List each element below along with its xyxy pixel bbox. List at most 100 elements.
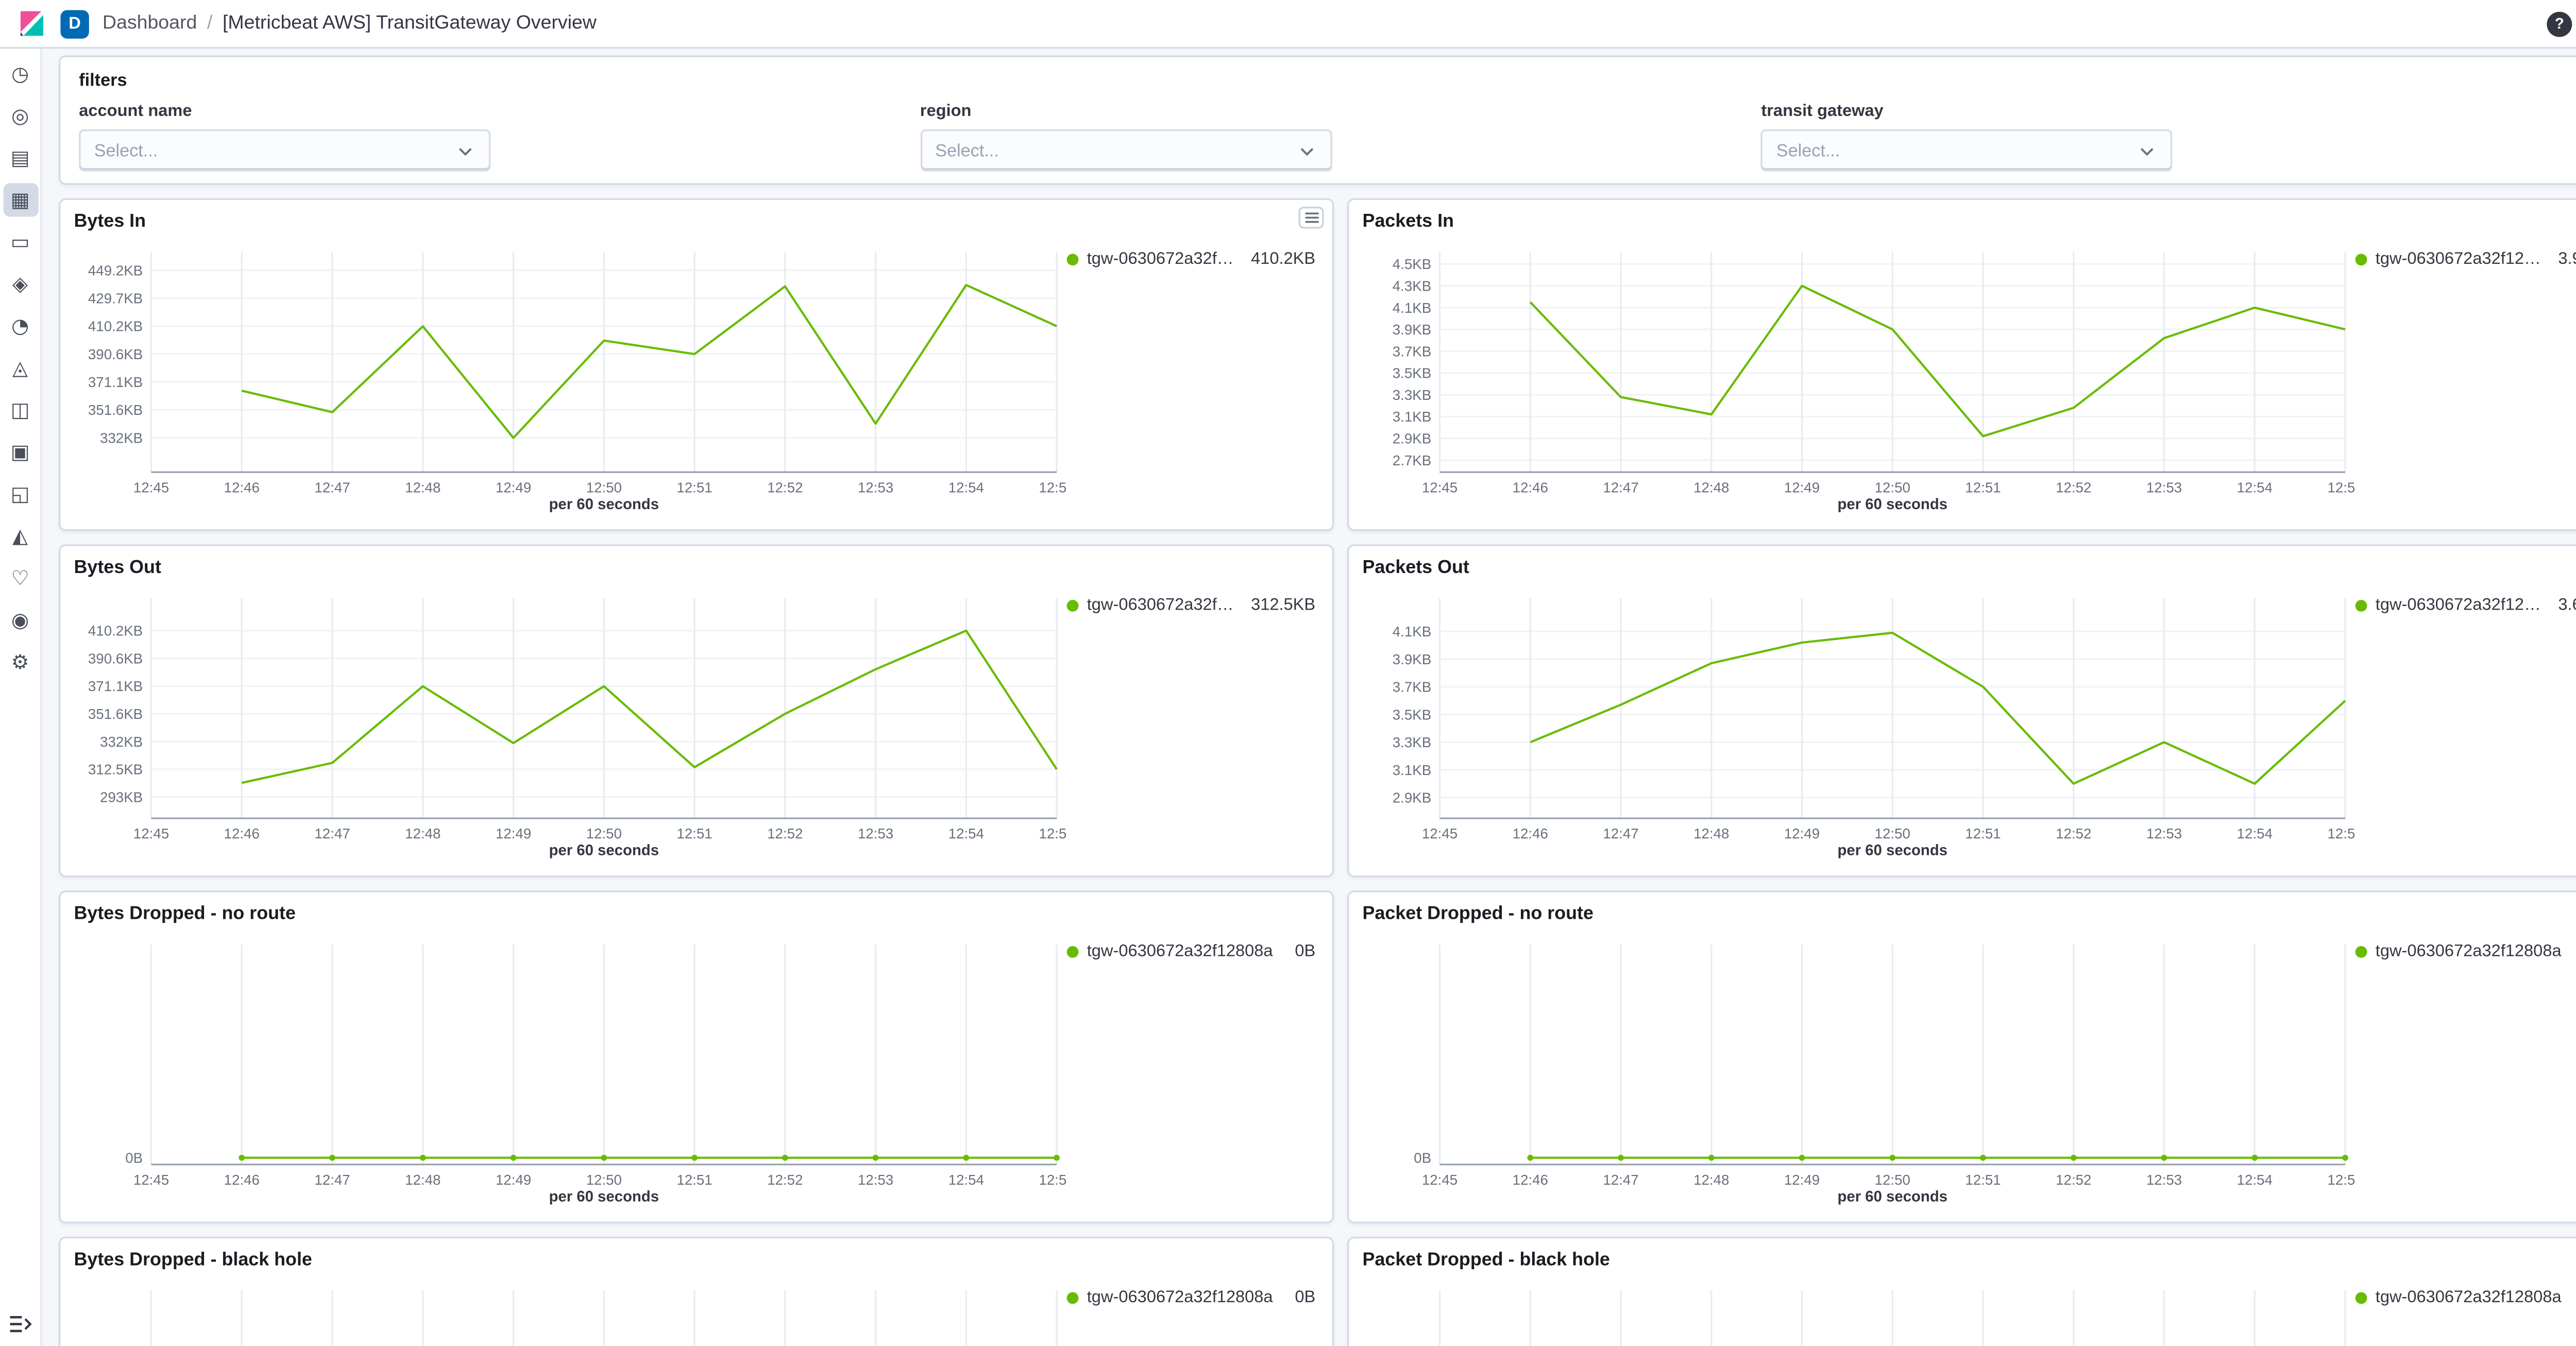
x-axis-title: per 60 seconds [1838, 842, 1948, 859]
help-icon[interactable]: ? [2547, 11, 2572, 37]
y-tick-label: 3.5KB [1393, 706, 1431, 722]
x-axis-title: per 60 seconds [1838, 496, 1948, 513]
sidebar-item-dev-tools[interactable]: ◉ [3, 603, 38, 637]
x-tick-label: 12:54 [948, 1172, 984, 1188]
sidebar-item-stack-management[interactable]: ⚙ [3, 645, 38, 679]
chart-panel-bytes-dropped-black-hole: Bytes Dropped - black hole 12:4512:4612:4… [59, 1236, 1334, 1346]
x-tick-label: 12:49 [496, 479, 531, 495]
sidebar-item-metrics[interactable]: ▣ [3, 435, 38, 469]
sidebar-item-siem[interactable]: ♡ [3, 561, 38, 595]
sidebar-item-visualize[interactable]: ▤ [3, 141, 38, 175]
x-tick-label: 12:52 [767, 1172, 803, 1188]
chart-plot-area[interactable]: 12:4512:4612:4712:4812:4912:5012:5112:52… [74, 1277, 1066, 1346]
x-tick-label: 12:47 [314, 479, 350, 495]
chart-plot-area[interactable]: 12:4512:4612:4712:4812:4912:5012:5112:52… [1363, 1277, 2355, 1346]
series-point [601, 1154, 607, 1161]
series-line [1529, 284, 2346, 438]
y-tick-label: 371.1KB [88, 374, 143, 390]
y-tick-label: 429.7KB [88, 291, 143, 307]
x-tick-label: 12:47 [1603, 826, 1638, 842]
series-point [510, 1154, 517, 1161]
y-tick-label: 390.6KB [88, 346, 143, 362]
panel-header: Packets Out [1363, 556, 2576, 581]
chart-panel-bytes-in: Bytes In 12:45 12:46 12:47 12:48 12:49 12:50 12… [59, 198, 1334, 531]
machine-learning-icon: ◔ [11, 314, 29, 338]
series-point [1799, 1154, 1805, 1161]
chart-legend-item[interactable]: tgw-0630672a32f12... 410.2KB [1066, 247, 1319, 271]
select-placeholder: Select... [1776, 140, 1840, 161]
filter-label-transit-gateway: transit gateway [1761, 102, 1884, 121]
filter-select-account-name[interactable]: Select... [79, 129, 491, 172]
y-tick-label: 3.3KB [1393, 387, 1431, 403]
top-bar: D Dashboard / [Metricbeat AWS] TransitGa… [0, 0, 2576, 49]
y-tick-label: 410.2KB [88, 623, 143, 639]
x-tick-label: 12:46 [1513, 1172, 1548, 1188]
sidebar-item-graph[interactable]: ◬ [3, 351, 38, 385]
sidebar-item-apm[interactable]: ◱ [3, 477, 38, 511]
panel-menu-icon [1304, 212, 1318, 223]
elastic-logo[interactable] [17, 8, 47, 39]
charts-grid: Bytes In 12:45 12:46 12:47 12:48 12:49 12:50 12… [59, 198, 2576, 1346]
sidebar-item-uptime[interactable]: ◭ [3, 519, 38, 553]
graph-icon: ◬ [12, 356, 28, 380]
x-tick-label: 12:49 [1784, 1172, 1820, 1188]
sidebar-item-recently-viewed[interactable]: ◷ [3, 57, 38, 91]
line-chart: 12:45 12:46 12:47 12:48 12:49 12:50 12:51 12:52… [1393, 598, 2355, 859]
sidebar-icon-list: ◷ ◎ ▤ ▦ ▭ ◈ ◔ ◬ ◫ ▣ ◱ ◭ ♡ ◉ ⚙ [2, 57, 38, 687]
chart-panel-bytes-dropped-no-route: Bytes Dropped - no route 12:45 12:46 12:47 1… [59, 890, 1334, 1223]
line-chart: 12:45 12:46 12:47 12:48 12:49 12:50 12:51 12:52… [125, 944, 1067, 1205]
x-tick-label: 12:46 [224, 479, 260, 495]
x-tick-label: 12:52 [767, 479, 803, 495]
x-tick-label: 12:45 [133, 1172, 169, 1188]
sidebar-item-logs[interactable]: ◫ [3, 393, 38, 427]
nav-collapse-button[interactable] [8, 1314, 32, 1334]
x-tick-label: 12:45 [133, 826, 169, 842]
x-tick-label: 12:52 [2056, 479, 2091, 495]
x-tick-label: 12:52 [2056, 1172, 2091, 1188]
sidebar-item-machine-learning[interactable]: ◔ [3, 309, 38, 343]
series-point [2342, 1154, 2348, 1161]
series-point [2251, 1154, 2258, 1161]
apm-icon: ◱ [10, 482, 30, 506]
y-tick-label: 351.6KB [88, 706, 143, 722]
x-tick-label: 12:47 [1603, 1172, 1638, 1188]
y-tick-label: 4.5KB [1393, 256, 1431, 272]
sidebar-item-canvas[interactable]: ▭ [3, 225, 38, 259]
sidebar-item-discover[interactable]: ◎ [3, 99, 38, 132]
breadcrumb-dashboard[interactable]: Dashboard [102, 13, 197, 34]
filter-select-transit-gateway[interactable]: Select... [1761, 129, 2173, 172]
chart-legend-item[interactable]: tgw-0630672a32f1280... 3.9KB [2355, 247, 2576, 271]
y-tick-label: 332KB [100, 430, 143, 446]
filter-select-region[interactable]: Select... [920, 129, 1332, 172]
chart-legend-item[interactable]: tgw-0630672a32f12... 312.5KB [1066, 593, 1319, 617]
space-badge[interactable]: D [60, 9, 89, 38]
chart-legend-item[interactable]: tgw-0630672a32f1280... 3.6KB [2355, 593, 2576, 617]
y-tick-label: 3.1KB [1393, 762, 1431, 778]
x-tick-label: 12:46 [224, 826, 260, 842]
panel-body: 12:4512:4612:4712:4812:4912:5012:5112:52… [1363, 1277, 2576, 1346]
sidebar-nav: ◷ ◎ ▤ ▦ ▭ ◈ ◔ ◬ ◫ ▣ ◱ ◭ ♡ ◉ ⚙ [0, 48, 42, 1346]
filter-field-account-name: account name Select... [79, 103, 920, 172]
panel-header: Bytes Out [74, 556, 1318, 581]
panel-header: Packet Dropped - black hole [1363, 1249, 2576, 1274]
y-tick-label: 410.2KB [88, 318, 143, 334]
panel-options-button[interactable] [1298, 207, 1324, 229]
line-chart: 12:45 12:46 12:47 12:48 12:49 12:50 12:51 12:52… [88, 252, 1067, 513]
legend-series-dot [2355, 945, 2367, 957]
sidebar-item-dashboard[interactable]: ▦ [2, 183, 38, 217]
sidebar-item-maps[interactable]: ◈ [3, 267, 38, 300]
y-tick-label: 3.1KB [1393, 409, 1431, 425]
x-axis-title: per 60 seconds [1838, 1188, 1948, 1205]
